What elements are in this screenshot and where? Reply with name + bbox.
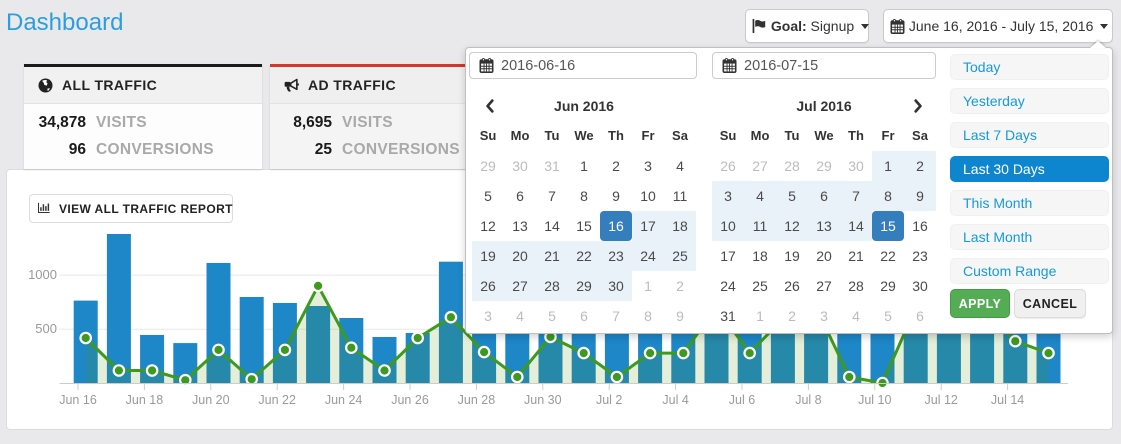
svg-text:Jun 22: Jun 22 [258,393,296,407]
svg-text:Jun 20: Jun 20 [192,393,230,407]
svg-text:Jul 10: Jul 10 [858,393,891,407]
svg-text:Jul 4: Jul 4 [662,393,688,407]
svg-text:Jul 12: Jul 12 [925,393,958,407]
svg-text:Jul 8: Jul 8 [795,393,821,407]
svg-text:Jun 24: Jun 24 [325,393,363,407]
svg-text:Jun 16: Jun 16 [59,393,97,407]
svg-text:500: 500 [35,321,57,336]
svg-text:Jun 26: Jun 26 [391,393,429,407]
svg-text:Jun 30: Jun 30 [524,393,562,407]
svg-text:Jul 6: Jul 6 [729,393,755,407]
svg-text:Jul 14: Jul 14 [991,393,1024,407]
svg-text:Jun 18: Jun 18 [126,393,164,407]
svg-text:1000: 1000 [28,267,57,282]
svg-text:Jul 2: Jul 2 [596,393,622,407]
svg-text:Jun 28: Jun 28 [458,393,496,407]
